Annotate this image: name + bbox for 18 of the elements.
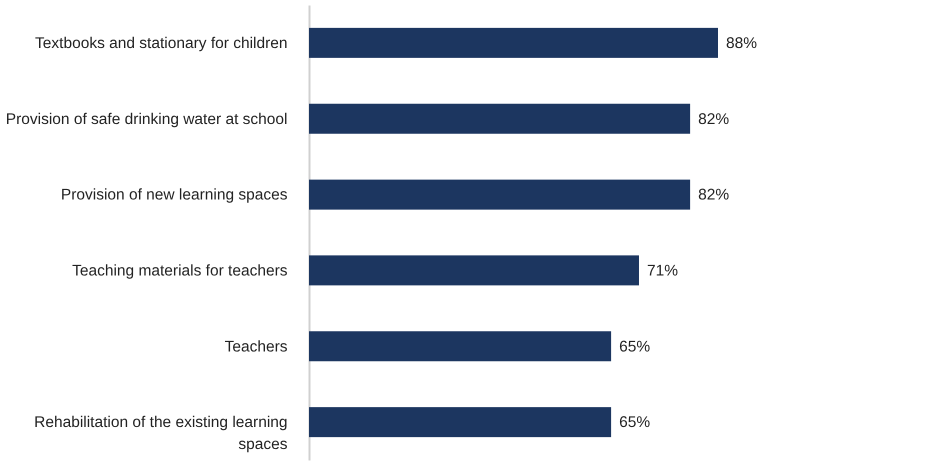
data-label: 71% [646, 262, 678, 280]
data-label: 65% [619, 414, 650, 432]
bar [309, 331, 612, 362]
y-tick-label: Rehabilitation of the existing learning spaces [34, 414, 288, 454]
y-tick-label: Teaching materials for teachers [72, 262, 288, 280]
bar [309, 104, 690, 134]
data-label: 82% [698, 110, 730, 128]
bar [309, 407, 612, 438]
y-tick-label: Provision of new learning spaces [60, 186, 288, 204]
bar [309, 255, 639, 286]
bar [309, 180, 690, 210]
y-tick-label: Textbooks and stationary for children [35, 34, 288, 52]
y-tick-label: Teachers [224, 338, 288, 356]
bar [309, 28, 718, 58]
data-label: 82% [698, 186, 730, 204]
y-tick-label: Provision of safe drinking water at school [6, 110, 288, 128]
data-label: 88% [726, 34, 758, 52]
data-label: 65% [619, 338, 650, 356]
